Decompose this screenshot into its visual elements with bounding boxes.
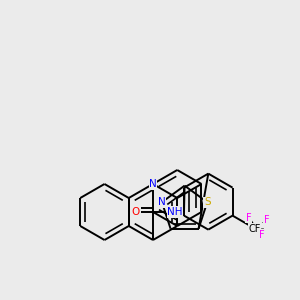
Text: F: F — [259, 230, 265, 240]
Text: F: F — [246, 213, 252, 223]
Text: F: F — [264, 214, 270, 225]
Text: O: O — [131, 207, 139, 217]
Text: S: S — [204, 197, 211, 207]
Text: CF₃: CF₃ — [249, 224, 265, 234]
Text: NH: NH — [167, 207, 183, 217]
Text: N: N — [149, 179, 157, 189]
Text: N: N — [158, 197, 166, 207]
